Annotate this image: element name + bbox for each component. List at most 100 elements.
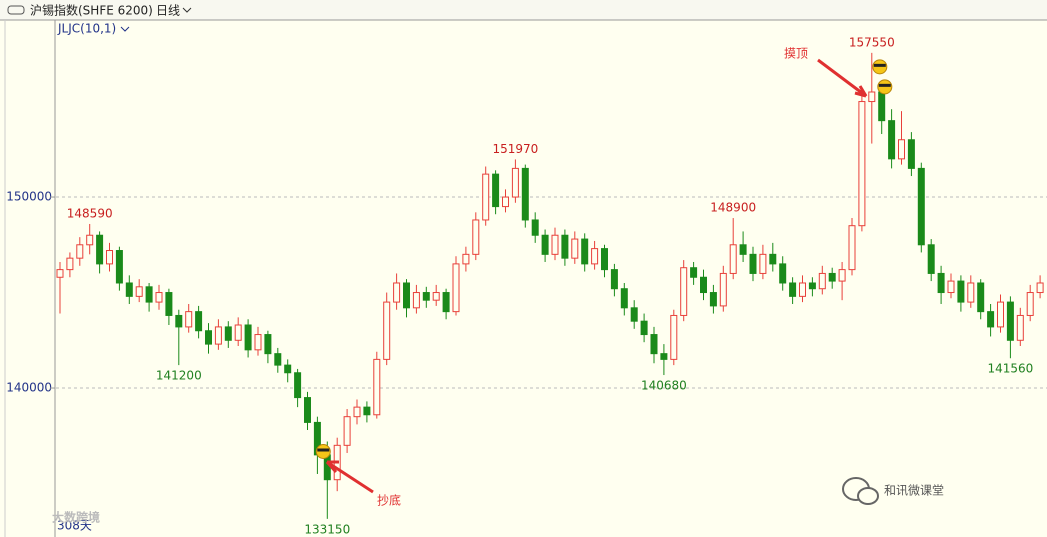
candle-body: [254, 334, 262, 351]
candle-body: [175, 314, 183, 328]
candle-body: [244, 324, 252, 351]
candle-body: [838, 269, 846, 282]
annotation-arrow: [325, 460, 374, 494]
candle-body: [789, 282, 797, 297]
candle-body: [888, 120, 896, 160]
candle-body: [739, 244, 747, 255]
candle-body: [937, 272, 945, 294]
candle-body: [393, 282, 401, 303]
period[interactable]: 日线: [156, 4, 180, 18]
candle-body: [106, 250, 113, 265]
candle-body: [878, 91, 886, 122]
candle-body: [917, 167, 925, 246]
candle-body: [412, 292, 420, 309]
candle-body: [511, 167, 519, 198]
candle-body: [234, 324, 242, 341]
candle-body: [719, 272, 727, 307]
annotation-arrow: [817, 58, 868, 98]
candle-body: [442, 292, 450, 313]
candle-body: [680, 267, 688, 316]
candle-body: [432, 292, 440, 301]
candle-body: [274, 353, 282, 366]
candle-body: [185, 311, 193, 328]
candle-body: [66, 257, 74, 271]
candle-body: [591, 248, 599, 265]
y-tick-label: 140000: [6, 381, 52, 395]
candle-body: [472, 219, 480, 255]
candle-body: [997, 301, 1004, 328]
candle-body: [660, 353, 668, 360]
watermark: 和讯微课堂: [884, 484, 944, 498]
low-label: 141560: [987, 362, 1033, 376]
candle-body: [1006, 301, 1014, 341]
candle-body: [700, 276, 707, 294]
low-label: 140680: [641, 379, 687, 393]
candle-body: [284, 364, 292, 374]
candle-body: [224, 326, 232, 341]
emoji-glasses: [878, 83, 891, 87]
candle-body: [610, 269, 618, 290]
candle-body: [828, 272, 836, 282]
period-caret[interactable]: [182, 7, 192, 13]
candle-body: [294, 372, 302, 399]
candle-body: [987, 311, 995, 328]
watermark: 大数跨境: [52, 510, 100, 525]
candle-body: [620, 288, 628, 309]
candle-body: [709, 292, 717, 307]
candle-body: [125, 282, 133, 297]
candle-body: [729, 244, 737, 274]
candle-body: [304, 397, 311, 423]
indicator[interactable]: JLJC(10,1): [57, 22, 116, 36]
high-label: 151970: [492, 142, 538, 156]
candle-body: [363, 406, 371, 416]
candle-body: [601, 248, 608, 271]
candle-body: [353, 406, 361, 418]
candle-body: [581, 238, 589, 265]
candle-body: [96, 234, 104, 265]
candle-body: [422, 292, 430, 301]
candle-body: [551, 234, 559, 255]
candle-body: [403, 282, 410, 309]
candle-body: [76, 244, 84, 259]
low-label: 133150: [304, 522, 350, 536]
candle-body: [452, 263, 460, 313]
candle-body: [571, 238, 579, 259]
candle-body: [769, 253, 777, 265]
candle-body: [630, 307, 638, 322]
candle-body: [264, 334, 272, 355]
indicator-caret[interactable]: [120, 26, 130, 32]
candle-body: [848, 225, 856, 271]
emoji-glasses: [317, 448, 330, 452]
candle-body: [858, 101, 866, 227]
candle-body: [1036, 282, 1044, 294]
candle-body: [373, 358, 381, 416]
candle-body: [165, 292, 173, 316]
candle-body: [343, 416, 351, 446]
candle-body: [531, 219, 539, 236]
candle-body: [135, 286, 143, 297]
candle-body: [86, 234, 94, 246]
candle-body: [650, 334, 658, 355]
candle-body: [482, 173, 490, 221]
annotation: 摸顶: [784, 47, 808, 61]
candle-body: [1026, 292, 1034, 316]
candle-body: [155, 292, 163, 303]
toggle-icon[interactable]: [7, 5, 25, 15]
high-label: 148590: [67, 206, 113, 220]
candle-body: [670, 314, 678, 360]
candle-body: [145, 286, 153, 303]
candle-body: [502, 196, 509, 208]
candle-body: [462, 253, 470, 265]
candle-body: [898, 139, 905, 160]
high-label: 148900: [710, 201, 756, 215]
candle-body: [383, 301, 391, 360]
candle-body: [195, 311, 203, 332]
candle-body: [868, 91, 876, 103]
y-tick-label: 150000: [6, 190, 52, 204]
candle-body: [967, 282, 975, 303]
candle-body: [56, 269, 64, 278]
candle-body: [759, 253, 767, 274]
candle-body: [799, 282, 806, 297]
